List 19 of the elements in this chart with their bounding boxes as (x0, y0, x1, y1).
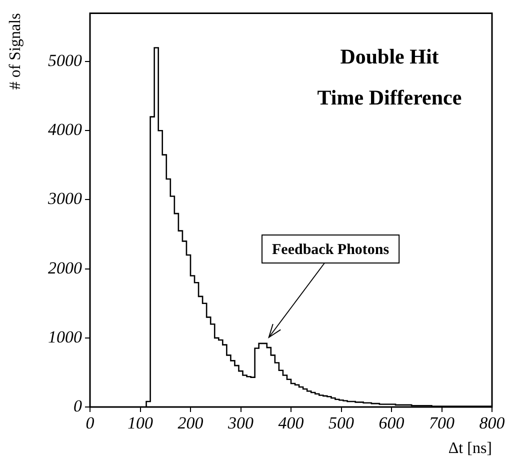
y-tick-label: 1000 (48, 327, 82, 346)
x-tick-label: 300 (227, 414, 254, 433)
y-axis-title: # of Signals (7, 13, 24, 90)
x-tick-label: 700 (429, 414, 455, 433)
x-tick-label: 100 (128, 414, 154, 433)
x-axis-title: Δt [ns] (448, 440, 492, 458)
x-tick-label: 200 (178, 414, 204, 433)
x-tick-label: 400 (278, 414, 304, 433)
x-tick-label: 0 (86, 414, 95, 433)
x-tick-label: 600 (378, 414, 405, 433)
x-tick-label: 500 (328, 414, 354, 433)
x-tick-label: 800 (479, 414, 506, 433)
y-tick-label: 2000 (48, 258, 82, 278)
y-tick-label: 4000 (48, 120, 82, 140)
text: Double Hit Time Difference (317, 44, 462, 110)
y-tick-label: 0 (74, 396, 82, 416)
y-tick-label: 5000 (48, 51, 82, 70)
annotation: Feedback Photons (272, 242, 390, 258)
y-tick-label: 3000 (47, 189, 82, 208)
